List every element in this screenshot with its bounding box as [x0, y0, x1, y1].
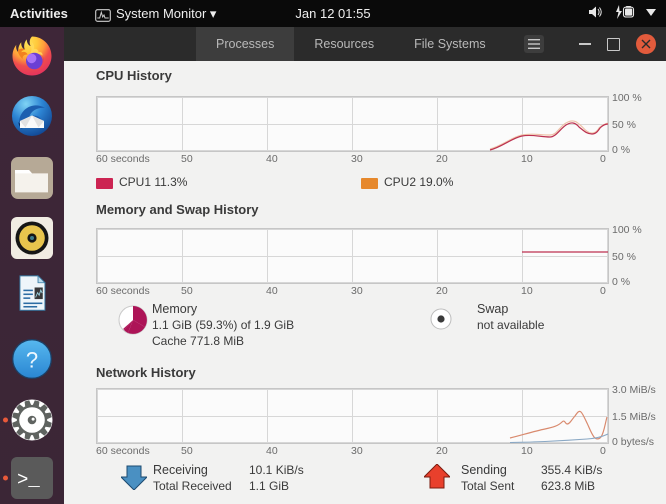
svg-text:>_: >_	[17, 469, 40, 491]
svg-text:?: ?	[26, 348, 38, 373]
